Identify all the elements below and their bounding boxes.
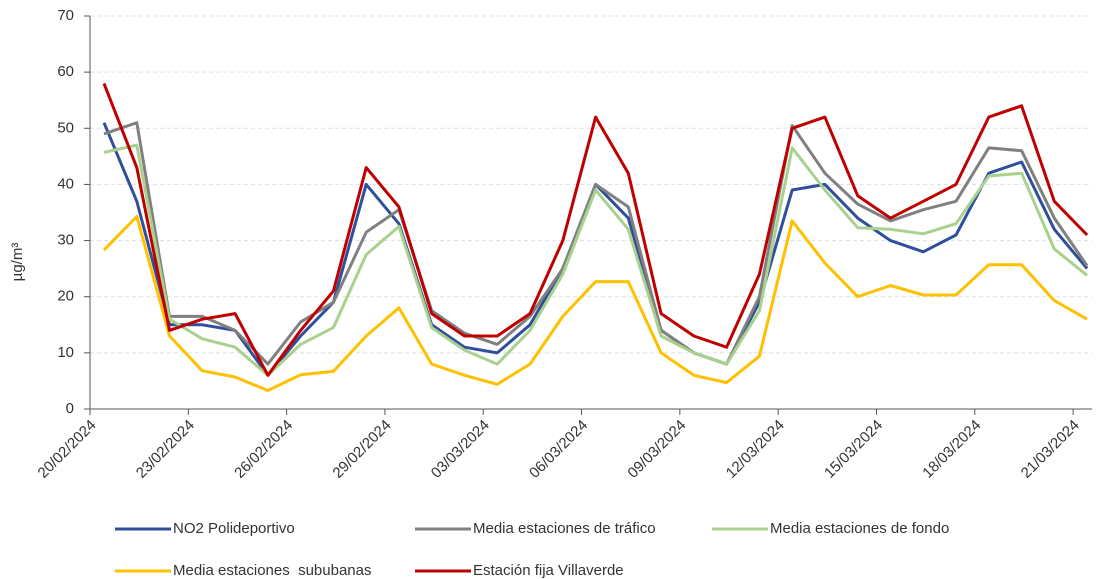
legend-label: Estación fija Villaverde [473,562,624,579]
legend-label: Media estaciones de tráfico [473,520,656,537]
legend-label: Media estaciones de fondo [770,520,949,537]
x-tick-label: 18/03/2024 [919,417,984,482]
line-series [102,82,1089,377]
y-tick-label: 30 [57,232,74,249]
y-tick-label: 50 [57,119,74,136]
x-tick-label: 06/03/2024 [526,417,591,482]
x-tick-label: 09/03/2024 [624,417,689,482]
x-tick-label: 12/03/2024 [723,417,788,482]
x-tick-label: 26/02/2024 [231,417,296,482]
line-series [102,122,1089,377]
line-series [102,214,1088,392]
x-tick-label: 23/02/2024 [133,417,198,482]
legend-label: NO2 Polideportivo [173,520,295,537]
y-tick-label: 40 [57,175,74,192]
line-series [103,121,1089,366]
line-series [103,143,1089,377]
y-axis-label: µg/m³ [9,243,26,282]
y-tick-label: 10 [57,344,74,361]
legend-label: Media estaciones sububanas [173,562,371,579]
x-tick-label: 21/03/2024 [1018,417,1083,482]
x-tick-label: 15/03/2024 [821,417,886,482]
x-tick-label: 03/03/2024 [428,417,493,482]
y-tick-label: 60 [57,63,74,80]
y-tick-label: 20 [57,288,74,305]
y-tick-label: 0 [66,400,74,417]
x-tick-label: 29/02/2024 [329,417,394,482]
y-tick-label: 70 [57,7,74,24]
x-tick-label: 20/02/2024 [35,417,100,482]
